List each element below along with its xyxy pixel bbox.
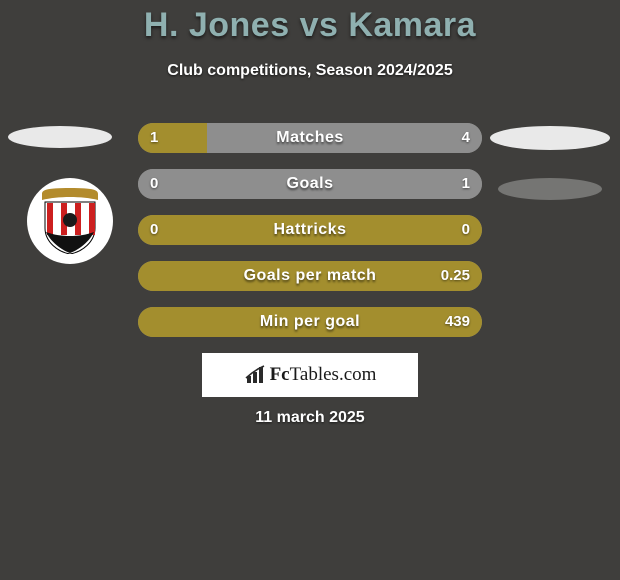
- brand-text: FcTables.com: [270, 364, 377, 386]
- bar-value-right: 439: [445, 307, 470, 337]
- bar-label: Matches: [138, 123, 482, 153]
- bar-value-left: 0: [150, 215, 158, 245]
- stat-row-goals: Goals0 1: [138, 169, 482, 199]
- player-left-placeholder: [8, 126, 112, 148]
- club-right-placeholder: [498, 178, 602, 200]
- bar-value-left: 0: [150, 169, 158, 199]
- bar-chart-icon: [244, 365, 268, 385]
- bar-label: Goals: [138, 169, 482, 199]
- stat-row-matches: Matches1 4: [138, 123, 482, 153]
- bar-label: Goals per match: [138, 261, 482, 291]
- bar-value-right: 0.25: [441, 261, 470, 291]
- bar-label: Min per goal: [138, 307, 482, 337]
- stat-row-min-per-goal: Min per goal439: [138, 307, 482, 337]
- subtitle: Club competitions, Season 2024/2025: [0, 62, 620, 80]
- bar-value-right: 1: [462, 169, 470, 199]
- stat-row-goals-per-match: Goals per match0.25: [138, 261, 482, 291]
- player-right-placeholder: [490, 126, 610, 150]
- stats-bars: Matches14Goals01Hattricks00Goals per mat…: [138, 123, 482, 353]
- brand-badge: FcTables.com: [202, 353, 418, 397]
- bar-value-right: 0: [462, 215, 470, 245]
- stat-row-hattricks: Hattricks0 0: [138, 215, 482, 245]
- sunderland-crest-icon: [40, 188, 100, 254]
- bar-value-right: 4: [462, 123, 470, 153]
- page-title: H. Jones vs Kamara: [0, 6, 620, 45]
- bar-value-left: 1: [150, 123, 158, 153]
- date-text: 11 march 2025: [0, 409, 620, 427]
- club-crest-left: [27, 178, 113, 264]
- bar-label: Hattricks: [138, 215, 482, 245]
